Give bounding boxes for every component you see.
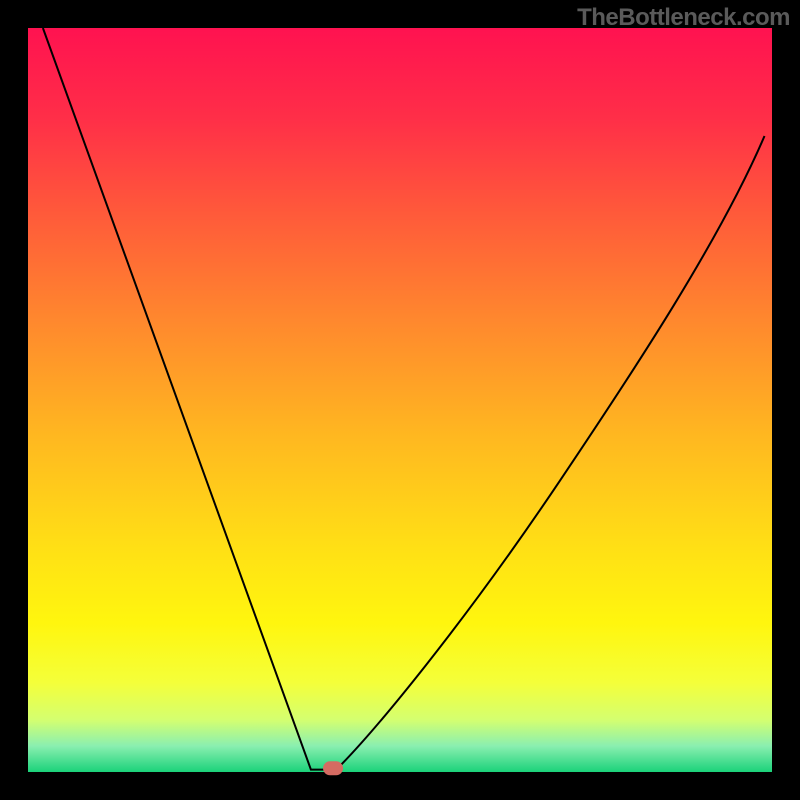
chart-container: TheBottleneck.com [0,0,800,800]
bottleneck-chart [0,0,800,800]
watermark-text: TheBottleneck.com [577,4,790,32]
plot-area [28,28,772,772]
optimal-point-marker [323,761,343,775]
